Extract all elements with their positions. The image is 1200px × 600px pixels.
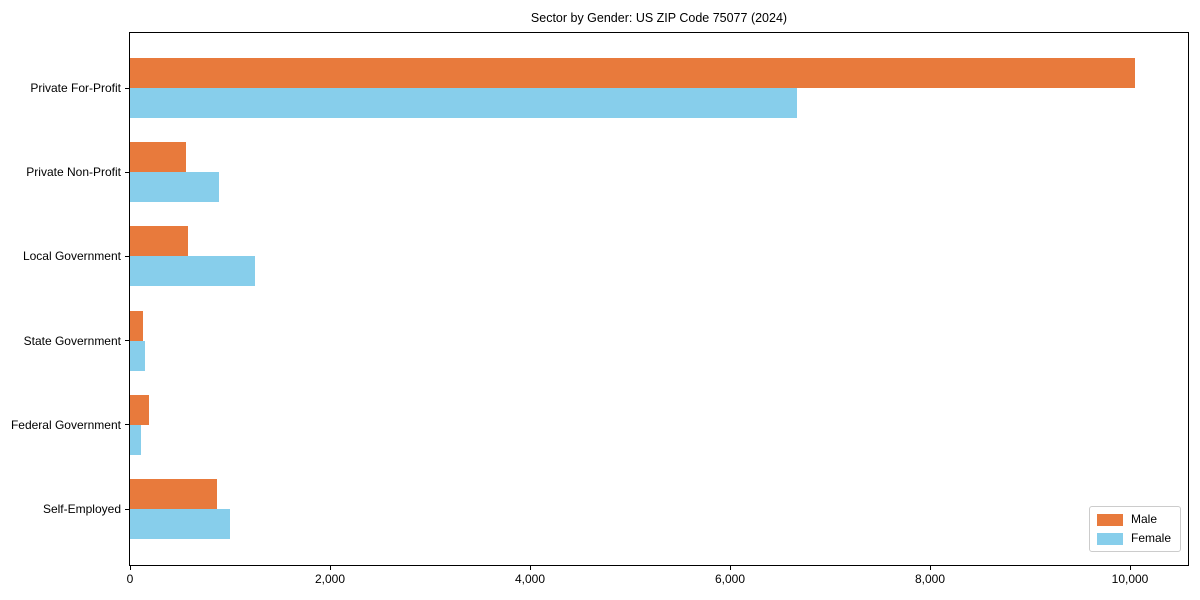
legend-swatch-male xyxy=(1096,513,1123,526)
legend-label-female: Female xyxy=(1130,531,1171,545)
y-label-private-non-profit: Private Non-Profit xyxy=(26,165,121,180)
bar-male-state-government xyxy=(130,310,143,341)
x-label-4000: 4,000 xyxy=(514,572,546,586)
y-tick-private-for-profit xyxy=(125,87,129,89)
x-label-8000: 8,000 xyxy=(914,572,946,586)
bar-female-federal-government xyxy=(130,424,141,455)
x-tick-6000 xyxy=(729,566,731,570)
x-tick-10000 xyxy=(1129,566,1131,570)
x-tick-8000 xyxy=(929,566,931,570)
y-tick-federal-government xyxy=(125,424,129,426)
y-tick-local-government xyxy=(125,255,129,258)
legend-swatch-female xyxy=(1096,532,1123,545)
x-label-6000: 6,000 xyxy=(714,572,746,586)
x-label-0: 0 xyxy=(126,572,134,586)
bar-male-local-government xyxy=(130,226,188,257)
bar-female-private-for-profit xyxy=(130,88,797,118)
y-label-local-government: Local Government xyxy=(22,249,121,264)
bar-male-federal-government xyxy=(130,394,149,425)
x-label-2000: 2,000 xyxy=(314,572,346,586)
y-tick-state-government xyxy=(125,340,129,342)
y-label-self-employed: Self-Employed xyxy=(42,502,121,516)
chart-title: Sector by Gender: US ZIP Code 75077 (202… xyxy=(530,11,788,25)
bar-female-self-employed xyxy=(130,509,230,539)
y-label-federal-government: Federal Government xyxy=(10,417,121,432)
legend-item-female: Female xyxy=(1096,531,1171,545)
bar-female-state-government xyxy=(130,340,145,371)
legend: Male Female xyxy=(1088,506,1181,552)
x-tick-4000 xyxy=(529,566,531,570)
x-tick-2000 xyxy=(329,566,331,570)
y-tick-self-employed xyxy=(125,508,129,510)
bar-male-self-employed xyxy=(130,479,217,509)
bar-male-private-for-profit xyxy=(130,58,1135,88)
y-tick-private-non-profit xyxy=(125,171,129,173)
legend-label-male: Male xyxy=(1130,512,1157,526)
bar-female-private-non-profit xyxy=(130,172,219,203)
plot-area: Male Female xyxy=(130,33,1188,565)
y-label-private-for-profit: Private For-Profit xyxy=(30,81,121,95)
bar-female-local-government xyxy=(130,256,255,287)
bar-male-private-non-profit xyxy=(130,142,186,173)
x-label-10000: 10,000 xyxy=(1111,572,1149,586)
x-tick-0 xyxy=(129,566,131,570)
y-label-state-government: State Government xyxy=(23,333,121,348)
legend-item-male: Male xyxy=(1096,512,1171,526)
